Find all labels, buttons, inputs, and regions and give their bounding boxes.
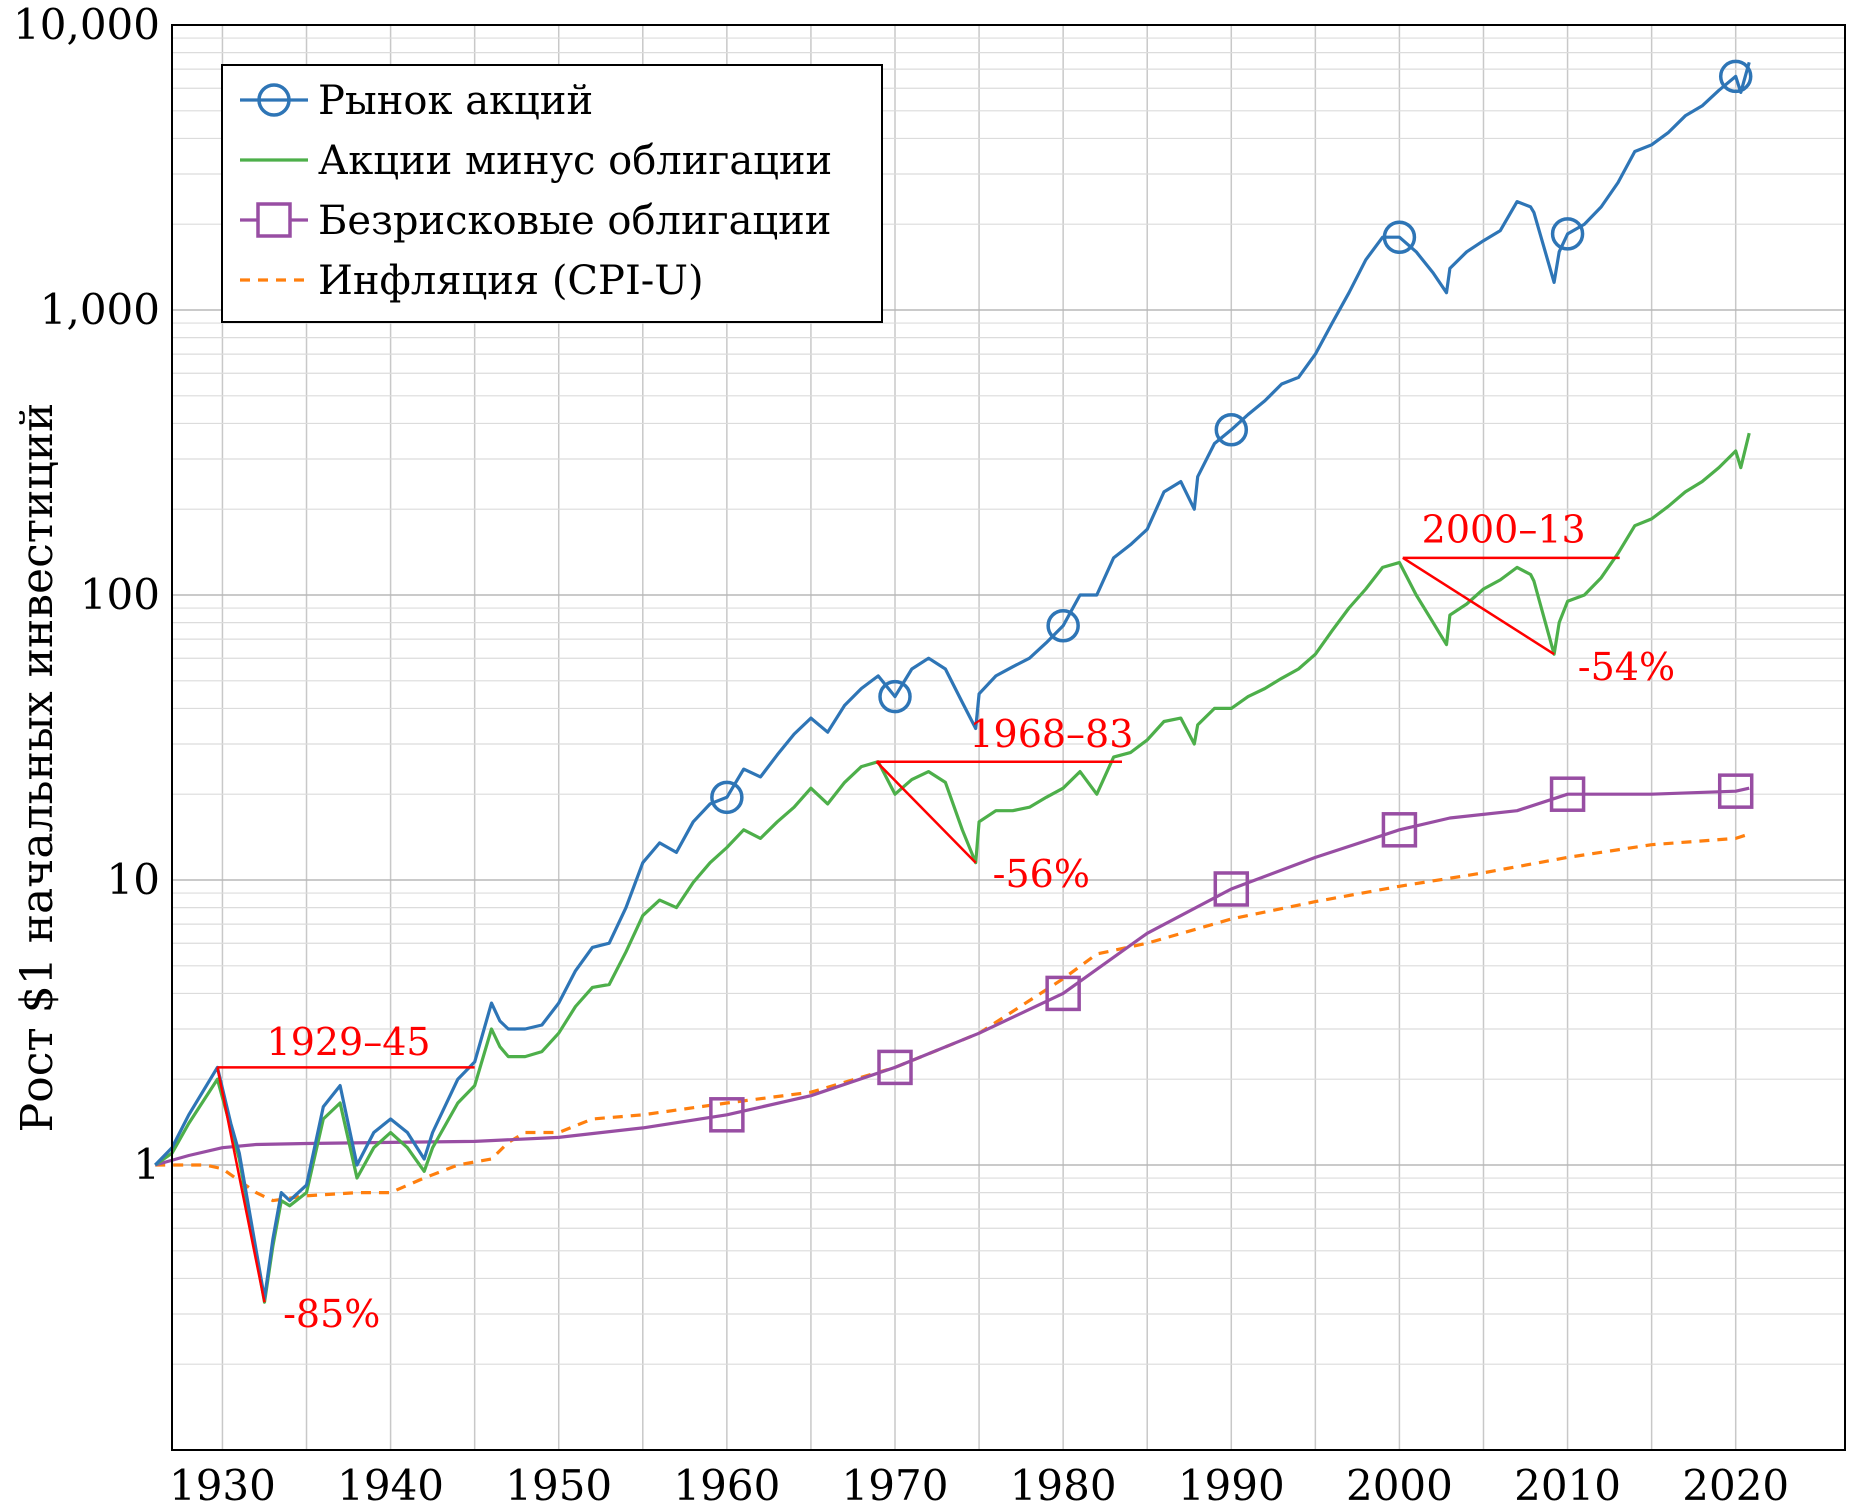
y-tick-label: 100: [80, 570, 160, 619]
marker-square: [709, 1097, 745, 1133]
y-tick-label: 1,000: [40, 285, 160, 334]
x-tick-label: 1990: [1178, 1461, 1285, 1510]
series-layer: [154, 59, 1754, 1304]
y-tick-label: 10: [107, 855, 160, 904]
legend-label: Акции минус облигации: [318, 138, 832, 184]
marker-circle: [1046, 609, 1080, 643]
annotation-segment: [1402, 556, 1555, 656]
legend: Рынок акций Акции минус облигации Безриско…: [221, 64, 883, 323]
marker-square: [1381, 812, 1418, 848]
annotation-layer: 1929–45 -85% 1968–83 -56% 2000–13 -54%: [216, 507, 1675, 1336]
marker-square: [877, 1049, 913, 1086]
x-tick-label: 1960: [673, 1461, 780, 1510]
x-tick-label: 2000: [1346, 1461, 1453, 1510]
annotation-label: 1968–83: [969, 712, 1133, 756]
x-tick-label: 1950: [505, 1461, 612, 1510]
annotation-label: -56%: [993, 852, 1090, 896]
x-tick-label: 1980: [1010, 1461, 1117, 1510]
tick-labels: 1930 1940 1950 1960 1970 1980 1990 2000 2010 2020…: [13, 0, 1789, 1510]
series-line-2: [154, 786, 1750, 1167]
plot-frame: [171, 24, 1846, 1451]
series-line-3: [155, 832, 1750, 1203]
legend-label: Безрисковые облигации: [318, 198, 831, 244]
x-tick-label: 1930: [169, 1461, 276, 1510]
marker-circle: [1550, 217, 1585, 251]
annotation-segment: [216, 1067, 266, 1303]
marker-square: [1717, 773, 1754, 809]
marker-square: [1549, 776, 1586, 812]
legend-label: Инфляция (CPI-U): [318, 258, 704, 304]
annotation-segment: [875, 760, 977, 864]
marker-square: [1213, 871, 1250, 907]
marker-square: [1045, 975, 1081, 1012]
legend-marker-square: [256, 202, 292, 238]
legend-box: [221, 64, 883, 323]
x-tick-label: 1970: [842, 1461, 949, 1510]
marker-circle: [1214, 413, 1249, 447]
legend-marker-circle: [257, 83, 291, 117]
marker-circle: [878, 679, 912, 714]
x-tick-label: 1940: [337, 1461, 444, 1510]
series-line-0: [154, 61, 1751, 1301]
series-line-1: [154, 432, 1751, 1304]
y-axis-label: Рост $1 начальных инвестиций: [12, 403, 63, 1133]
x-tick-label: 2020: [1682, 1461, 1789, 1510]
y-tick-label: 1: [133, 1140, 160, 1189]
annotation-label: -54%: [1578, 645, 1675, 689]
annotation-label: 2000–13: [1422, 507, 1586, 551]
x-tick-label: 2010: [1514, 1461, 1621, 1510]
annotation-label: 1929–45: [267, 1020, 431, 1064]
marker-circle: [1382, 220, 1417, 254]
legend-label: Рынок акций: [318, 78, 593, 124]
marker-circle: [710, 780, 744, 815]
annotation-label: -85%: [283, 1292, 380, 1336]
y-tick-label: 10,000: [13, 0, 160, 49]
marker-circle: [1718, 59, 1753, 94]
